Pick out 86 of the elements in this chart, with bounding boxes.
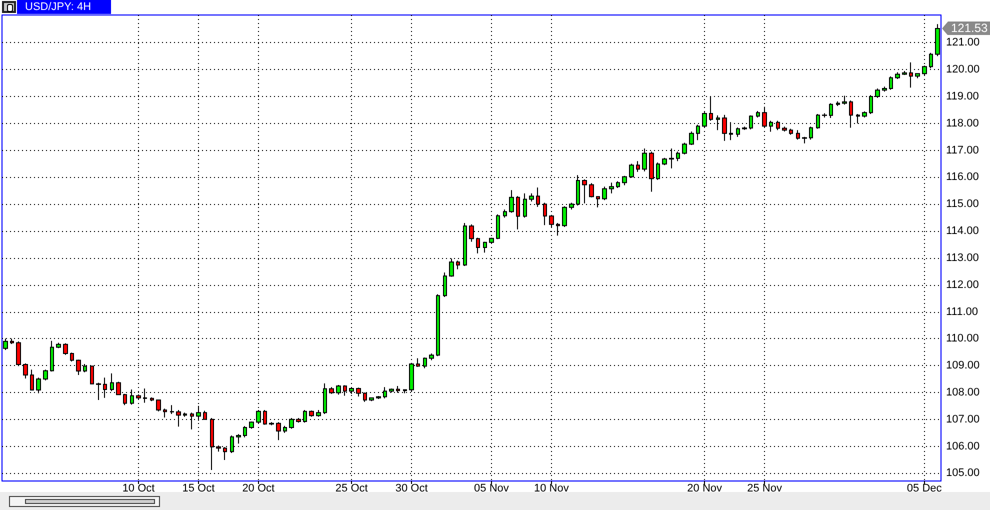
y-tick-label: 116.00 (946, 171, 979, 184)
candlestick (622, 175, 627, 186)
candlestick (236, 434, 241, 444)
y-tick-label: 112.00 (946, 278, 979, 291)
candlestick (609, 182, 614, 194)
y-tick-label: 117.00 (946, 144, 979, 156)
candlestick (276, 422, 281, 441)
y-tick-label: 118.00 (946, 117, 979, 130)
candlestick (802, 136, 807, 144)
candlestick (529, 192, 534, 202)
x-tick-label: 05 Dec (906, 482, 942, 494)
candlestick (309, 410, 314, 418)
y-tick-label: 113.00 (946, 252, 979, 264)
x-tick-label: 10 Nov (534, 482, 570, 494)
candlestick (849, 100, 853, 128)
x-tick-label: 30 Oct (395, 482, 428, 494)
candlestick (729, 122, 733, 141)
candlestick (636, 160, 640, 172)
y-tick-label: 110.00 (946, 332, 979, 345)
x-tick-label: 25 Nov (747, 482, 782, 494)
candlestick (63, 342, 68, 356)
candlestick (909, 62, 913, 88)
candlestick (756, 110, 760, 118)
y-tick-label: 115.00 (946, 198, 979, 210)
candlestick (889, 76, 893, 90)
candlestick (836, 100, 840, 106)
candlestick (822, 112, 827, 118)
candlestick (682, 142, 687, 155)
candlestick (243, 426, 247, 438)
x-tick-label: 20 Oct (242, 482, 275, 494)
candlestick (602, 186, 607, 201)
candlestick (483, 241, 487, 254)
candlestick (70, 352, 74, 362)
y-tick-label: 119.00 (946, 90, 979, 103)
y-tick-label: 108.00 (946, 386, 980, 398)
candlestick (170, 404, 174, 415)
text: 121.53 (942, 21, 990, 36)
candlestick (283, 425, 287, 434)
candlestick (456, 260, 460, 270)
x-tick-label: 25 Oct (335, 482, 368, 494)
candlestick (722, 114, 727, 142)
candlestick (862, 110, 867, 118)
y-tick-label: 109.00 (946, 360, 980, 372)
candlestick (809, 126, 813, 140)
candlestick (316, 409, 321, 418)
candlestick (895, 72, 900, 80)
candlestick (709, 95, 713, 122)
candlestick (196, 405, 201, 422)
candlestick (796, 130, 800, 140)
candlestick (429, 352, 434, 361)
candlestick (676, 151, 680, 162)
candlestick (582, 178, 587, 204)
candlestick (503, 209, 507, 218)
candlestick (736, 126, 740, 138)
candlestick (789, 128, 793, 136)
candlestick (915, 73, 920, 79)
candlestick (829, 102, 833, 119)
y-tick-label: 114.00 (946, 225, 979, 238)
candlestick (156, 399, 161, 412)
y-tick-label: 105.00 (946, 467, 980, 480)
y-tick-label: 120.00 (946, 64, 980, 76)
candlestick (43, 369, 48, 381)
x-tick-label: 10 Oct (122, 482, 155, 494)
candlestick (589, 182, 594, 198)
y-tick-label: 121.00 (946, 36, 980, 49)
x-tick-label: 05 Nov (474, 482, 510, 494)
candlestick (163, 408, 167, 418)
candlestick (96, 382, 101, 401)
candlestick (36, 377, 41, 394)
x-tick-label: 15 Oct (182, 482, 215, 494)
candlestick (689, 131, 694, 146)
candlestick (16, 340, 21, 367)
y-tick-label: 106.00 (946, 440, 980, 452)
candlestick (56, 342, 61, 349)
candlestick (476, 237, 480, 254)
y-tick-label: 111.00 (946, 306, 978, 318)
candlestick (662, 157, 667, 166)
candlestick (562, 206, 567, 228)
candlestick (110, 372, 114, 392)
y-tick-label: 107.00 (946, 413, 980, 426)
chart-title: USD/JPY: 4H (25, 1, 92, 13)
candlestick (782, 126, 787, 132)
candlestick (882, 86, 887, 92)
x-tick-label: 20 Nov (687, 482, 723, 494)
candlestick (616, 180, 620, 188)
candlestick (176, 409, 181, 428)
